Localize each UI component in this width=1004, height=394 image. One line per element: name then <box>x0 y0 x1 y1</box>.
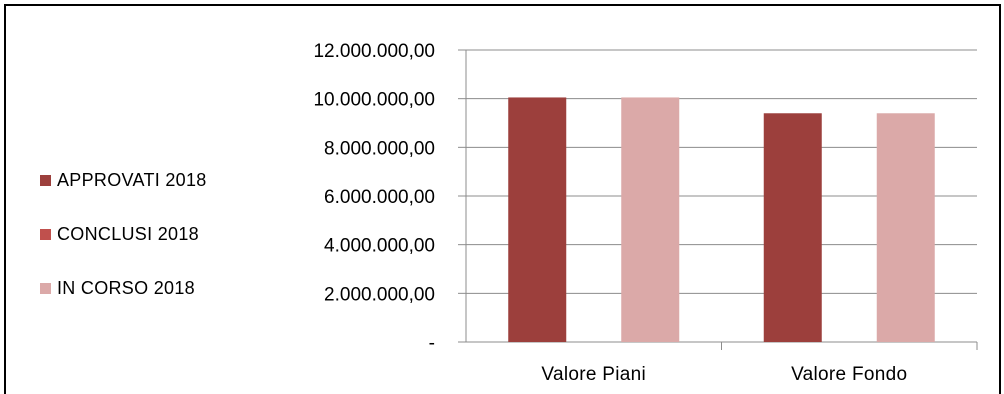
legend-label-conclusi: CONCLUSI 2018 <box>57 223 199 244</box>
legend-label-approvati: APPROVATI 2018 <box>57 169 207 190</box>
bar <box>876 113 935 343</box>
legend-swatch-in-corso <box>40 282 51 294</box>
legend: APPROVATI 2018 CONCLUSI 2018 IN CORSO 20… <box>40 153 280 315</box>
y-tick-label: - <box>429 333 435 354</box>
labels: - 2.000.000,00 4.000.000,00 6.000.000,00 8.0… <box>313 41 907 385</box>
legend-swatch-approvati <box>40 174 51 186</box>
y-tick-label: 10.000.000,00 <box>313 90 435 111</box>
x-category-label: Valore Fondo <box>791 364 907 385</box>
legend-item-in-corso: IN CORSO 2018 <box>40 261 280 315</box>
legend-label-in-corso: IN CORSO 2018 <box>57 277 195 298</box>
bars <box>508 97 935 343</box>
legend-item-approvati: APPROVATI 2018 <box>40 153 280 207</box>
y-tick-label: 12.000.000,00 <box>313 41 435 62</box>
y-tick-label: 8.000.000,00 <box>324 138 435 159</box>
y-tick-label: 6.000.000,00 <box>324 187 435 208</box>
bar <box>763 113 822 343</box>
bar-chart: - 2.000.000,00 4.000.000,00 6.000.000,00 8.0… <box>313 41 978 385</box>
bar <box>621 97 680 342</box>
bar <box>508 97 567 342</box>
y-tick-label: 2.000.000,00 <box>324 284 435 305</box>
legend-swatch-conclusi <box>40 228 51 240</box>
y-tick-label: 4.000.000,00 <box>324 236 435 257</box>
x-category-label: Valore Piani <box>541 364 646 385</box>
legend-item-conclusi: CONCLUSI 2018 <box>40 207 280 261</box>
chart-frame <box>4 4 1001 394</box>
